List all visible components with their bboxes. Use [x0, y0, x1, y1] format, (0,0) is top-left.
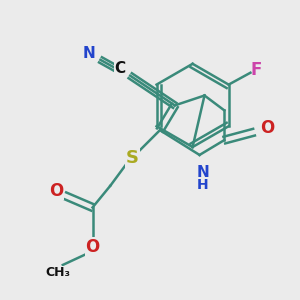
Text: S: S [126, 149, 139, 167]
Text: F: F [251, 61, 262, 79]
Text: CH₃: CH₃ [45, 266, 70, 279]
Text: N: N [82, 46, 95, 62]
Text: O: O [260, 119, 274, 137]
Text: N: N [196, 165, 209, 180]
Text: O: O [49, 182, 63, 200]
Text: C: C [115, 61, 126, 76]
Text: H: H [197, 178, 208, 192]
Text: O: O [85, 238, 100, 256]
